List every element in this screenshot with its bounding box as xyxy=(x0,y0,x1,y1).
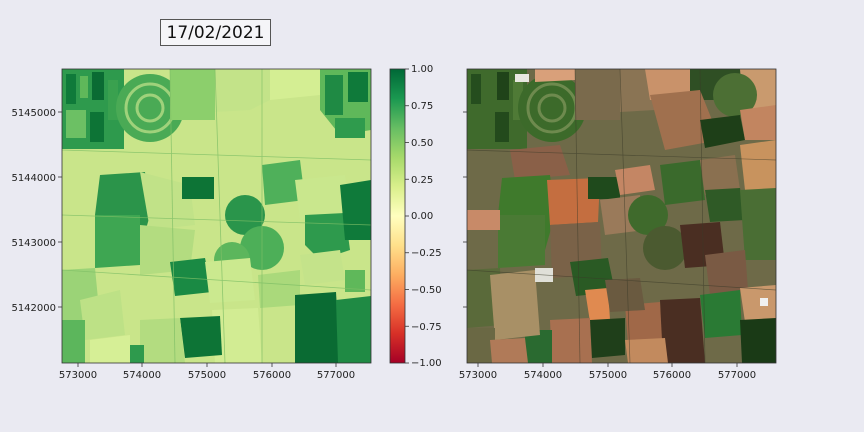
rgb-x-tick-marks xyxy=(477,363,738,367)
ndvi-y-tick-marks xyxy=(58,111,62,308)
ndvi-axes-frame xyxy=(61,68,372,364)
colorbar-tick-label: 0.25 xyxy=(411,175,433,186)
rgb-axes-frame xyxy=(466,68,777,364)
ndvi-x-tick-label: 576000 xyxy=(253,370,291,381)
colorbar-tick-label: 0.00 xyxy=(411,211,433,222)
rgb-x-tick-label: 577000 xyxy=(718,370,756,381)
ndvi-y-tick-label: 5144000 xyxy=(11,173,56,184)
rgb-x-tick-label: 574000 xyxy=(524,370,562,381)
colorbar-tick-label: 1.00 xyxy=(411,64,433,75)
ndvi-y-tick-labels: 5145000 5144000 5143000 5142000 xyxy=(11,108,56,314)
ndvi-y-tick-label: 5142000 xyxy=(11,303,56,314)
ndvi-x-tick-label: 573000 xyxy=(59,370,97,381)
ndvi-x-tick-label: 577000 xyxy=(317,370,355,381)
colorbar-tick-label: −0.75 xyxy=(411,322,442,333)
rgb-y-tick-marks xyxy=(463,111,467,308)
ndvi-y-tick-label: 5145000 xyxy=(11,108,56,119)
colorbar-tick-label: 0.75 xyxy=(411,101,433,112)
rgb-x-tick-label: 573000 xyxy=(459,370,497,381)
colorbar xyxy=(389,68,406,364)
rgb-x-tick-label: 575000 xyxy=(589,370,627,381)
ndvi-y-tick-label: 5143000 xyxy=(11,238,56,249)
colorbar-tick-label: −0.25 xyxy=(411,248,442,259)
ndvi-x-tick-labels: 573000 574000 575000 576000 577000 xyxy=(59,370,355,381)
ndvi-x-tick-marks xyxy=(77,363,337,367)
date-label: 17/02/2021 xyxy=(160,19,271,46)
ndvi-x-tick-label: 575000 xyxy=(188,370,226,381)
rgb-x-tick-label: 576000 xyxy=(653,370,691,381)
colorbar-tick-label: −0.50 xyxy=(411,285,442,296)
ndvi-map xyxy=(62,69,371,363)
colorbar-tick-labels: 1.00 0.75 0.50 0.25 0.00 −0.25 −0.50 −0.… xyxy=(411,64,442,369)
rgb-satellite-map xyxy=(467,69,776,363)
ndvi-x-tick-label: 574000 xyxy=(123,370,161,381)
rgb-x-tick-labels: 573000 574000 575000 576000 577000 xyxy=(459,370,756,381)
colorbar-tick-marks xyxy=(405,68,409,364)
colorbar-tick-label: 0.50 xyxy=(411,138,433,149)
colorbar-tick-label: −1.00 xyxy=(411,358,442,369)
